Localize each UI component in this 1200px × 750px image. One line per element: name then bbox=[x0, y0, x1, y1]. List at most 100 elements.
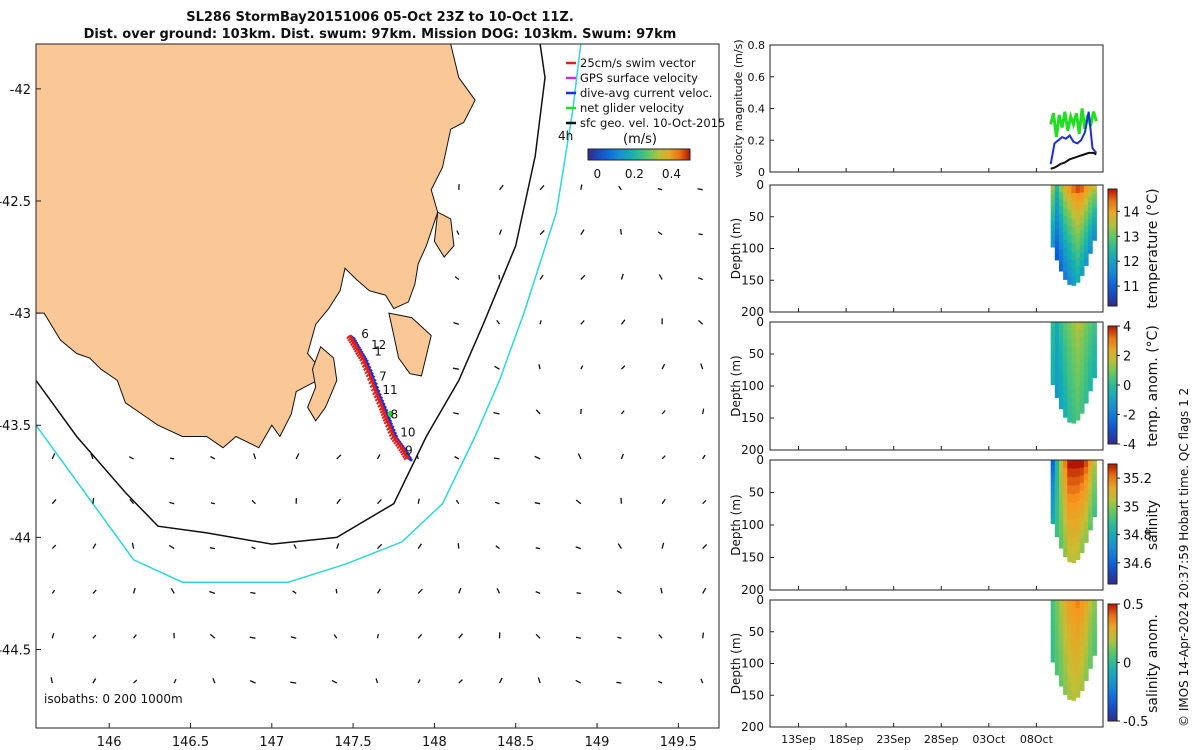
section-cell bbox=[1050, 337, 1056, 344]
section-cell bbox=[1050, 205, 1056, 212]
section-cell bbox=[1071, 608, 1077, 618]
section-cell bbox=[1071, 554, 1077, 564]
section-cell bbox=[1083, 238, 1089, 246]
section-cell bbox=[1071, 485, 1077, 495]
geo-arrow bbox=[702, 632, 705, 639]
geo-arrow bbox=[498, 229, 503, 235]
section-cell bbox=[1083, 191, 1089, 199]
section-y-tick-label: 150 bbox=[741, 551, 764, 565]
section-cell bbox=[1075, 648, 1081, 658]
section-cell bbox=[1058, 489, 1064, 498]
section-cell bbox=[1063, 224, 1068, 233]
section-cell bbox=[1058, 496, 1064, 505]
section-cell bbox=[1058, 511, 1064, 520]
section-cell bbox=[1063, 484, 1068, 493]
map-x-tick-label: 146 bbox=[97, 735, 122, 750]
section-cell bbox=[1058, 185, 1064, 193]
geo-arrow bbox=[453, 321, 459, 325]
section-cell bbox=[1083, 667, 1089, 675]
section-cell bbox=[1067, 553, 1073, 563]
geo-arrow bbox=[251, 546, 256, 550]
velocity-y-tick-label: 0.8 bbox=[748, 39, 766, 52]
section-cell bbox=[1083, 660, 1089, 668]
section-cell bbox=[1067, 616, 1073, 626]
section-cell bbox=[1092, 650, 1097, 656]
geo-arrow bbox=[494, 501, 500, 505]
colorbar-tick-label: 34.6 bbox=[1123, 557, 1152, 572]
section-cell bbox=[1067, 355, 1073, 365]
land-tasmania bbox=[36, 44, 476, 449]
track-day-label: 9 bbox=[405, 443, 413, 457]
geo-arrow bbox=[417, 543, 423, 549]
colorbar-tick-label: 0.5 bbox=[1123, 598, 1144, 613]
section-cell bbox=[1050, 185, 1056, 191]
section-cell bbox=[1083, 640, 1089, 648]
geo-arrow bbox=[702, 587, 707, 594]
section-cell bbox=[1083, 252, 1089, 260]
section-cell bbox=[1050, 460, 1056, 466]
geo-arrow bbox=[170, 457, 175, 460]
section-cell bbox=[1083, 376, 1089, 384]
section-cell bbox=[1083, 362, 1089, 370]
section-cell bbox=[1079, 660, 1085, 669]
section-cell bbox=[1092, 235, 1097, 241]
colorbar-tick-label: 11 bbox=[1123, 280, 1140, 295]
section-cell bbox=[1071, 658, 1077, 668]
section-cell bbox=[1071, 380, 1077, 390]
geo-arrow bbox=[702, 454, 706, 460]
section-cell bbox=[1092, 217, 1097, 223]
map-x-tick-label: 148 bbox=[422, 735, 447, 750]
section-cell bbox=[1063, 409, 1068, 418]
section-cell bbox=[1083, 494, 1089, 502]
section-cell bbox=[1054, 600, 1060, 607]
section-cell bbox=[1071, 683, 1077, 693]
section-cell bbox=[1079, 544, 1085, 554]
section-cell bbox=[1063, 240, 1068, 249]
geo-arrow bbox=[212, 677, 216, 684]
section-cell bbox=[1092, 185, 1097, 191]
section-cell bbox=[1071, 397, 1077, 407]
section-cell bbox=[1054, 372, 1060, 380]
section-cell bbox=[1071, 536, 1077, 547]
section-cell bbox=[1050, 651, 1056, 658]
section-cell bbox=[1071, 226, 1077, 236]
track-day-label: 11 bbox=[382, 383, 397, 397]
geo-arrow bbox=[618, 185, 622, 191]
section-y-tick-label: 200 bbox=[741, 443, 764, 457]
section-cell bbox=[1079, 352, 1085, 361]
section-cell bbox=[1067, 641, 1073, 651]
section-cell bbox=[1058, 329, 1064, 338]
section-cell bbox=[1067, 608, 1073, 618]
section-y-tick-label: 100 bbox=[741, 657, 764, 671]
section-cell bbox=[1063, 208, 1068, 218]
velocity-y-tick-label: 0.6 bbox=[748, 71, 766, 84]
geo-arrow bbox=[170, 587, 175, 594]
section-cell bbox=[1088, 344, 1093, 352]
section-cell bbox=[1050, 374, 1056, 380]
section-cell bbox=[1088, 611, 1093, 618]
colorbar-tick-label: 0 bbox=[1123, 379, 1131, 394]
section-cell bbox=[1067, 185, 1073, 194]
section-cell bbox=[1092, 474, 1097, 480]
geo-arrow bbox=[336, 498, 342, 505]
geo-arrow bbox=[580, 184, 583, 190]
section-cell bbox=[1058, 614, 1064, 623]
geo-arrow bbox=[658, 680, 663, 684]
section-cell bbox=[1088, 471, 1093, 479]
section-background bbox=[770, 185, 1103, 312]
section-cell bbox=[1058, 518, 1064, 527]
section-cell bbox=[1079, 267, 1085, 276]
geo-arrow bbox=[290, 681, 297, 684]
geo-arrow bbox=[376, 588, 381, 594]
geo-arrow bbox=[454, 455, 460, 460]
colorbar-label: salinity bbox=[1145, 500, 1161, 550]
legend-scale-label: 4h bbox=[558, 129, 573, 143]
section-cell bbox=[1088, 362, 1093, 369]
map-axes-box bbox=[35, 43, 720, 729]
section-cell bbox=[1092, 349, 1097, 356]
section-cell bbox=[1075, 330, 1081, 339]
geo-arrow bbox=[658, 274, 663, 280]
section-y-tick-label: 0 bbox=[756, 593, 764, 607]
section-cell bbox=[1092, 226, 1097, 232]
